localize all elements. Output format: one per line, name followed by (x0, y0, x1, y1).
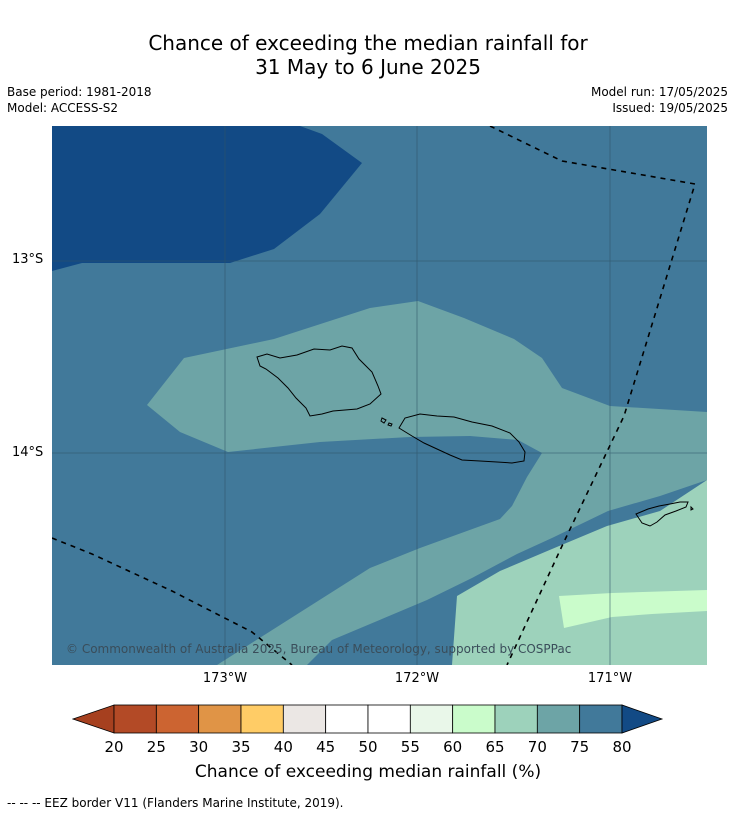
colorbar-tick-60: 60 (443, 738, 463, 756)
map-title-line-2: 31 May to 6 June 2025 (255, 55, 481, 79)
colorbar-tick-55: 55 (400, 738, 420, 756)
map-canvas (52, 126, 707, 665)
colorbar-bin-40-45 (282, 704, 327, 734)
region-60-65 (452, 480, 707, 665)
colorbar-tick-35: 35 (231, 738, 251, 756)
lon-label-172w: 172°W (394, 671, 440, 686)
small-islet-2 (387, 422, 393, 427)
colorbar-bin-25-30 (155, 704, 200, 734)
colorbar-bin-55-60 (409, 704, 454, 734)
colorbar-bin-65-70 (494, 704, 538, 734)
map-title-line-1: Chance of exceeding the median rainfall … (148, 31, 588, 55)
region-75-80 (52, 126, 362, 271)
colorbar-bin-45-50 (325, 704, 369, 734)
savaii-island (256, 345, 382, 417)
copyright-notice: © Commonwealth of Australia 2025, Bureau… (66, 642, 572, 656)
colorbar-extend-low (72, 704, 115, 734)
colorbar-bin-70-75 (536, 704, 581, 734)
colorbar-bin-20-25 (113, 704, 157, 734)
issued-date: Issued: 19/05/2025 (612, 101, 728, 115)
graticule (52, 126, 707, 665)
colorbar-bin-75-80 (579, 704, 623, 734)
colorbar-tick-75: 75 (570, 738, 590, 756)
colorbar-tick-30: 30 (189, 738, 209, 756)
region-65-70-central (147, 301, 707, 665)
colorbar (72, 704, 664, 734)
base-period: Base period: 1981-2018 (7, 85, 152, 99)
lon-label-171w: 171°W (587, 671, 633, 686)
colorbar-bin-60-65 (452, 704, 496, 734)
model-name: Model: ACCESS-S2 (7, 101, 119, 115)
colorbar-tick-25: 25 (146, 738, 166, 756)
aunuu-islet (690, 505, 694, 511)
colorbar-bin-35-40 (240, 704, 284, 734)
colorbar-bin-50-55 (367, 704, 411, 734)
region-55-60 (559, 590, 707, 628)
tutuila-island (635, 501, 689, 527)
eez-footnote: -- -- -- EEZ border V11 (Flanders Marine… (7, 796, 344, 810)
lat-label-14s: 14°S (12, 445, 44, 460)
lat-label-13s: 13°S (12, 252, 44, 267)
rainfall-map (52, 126, 707, 665)
colorbar-label: Chance of exceeding median rainfall (%) (194, 762, 542, 782)
colorbar-tick-80: 80 (612, 738, 632, 756)
coastlines (256, 345, 694, 527)
colorbar-tick-65: 65 (485, 738, 505, 756)
lon-label-173w: 173°W (202, 671, 248, 686)
eez-border (52, 126, 697, 665)
small-islet (380, 417, 387, 424)
colorbar-segments (72, 704, 664, 734)
upolu-island (398, 413, 526, 464)
colorbar-tick-40: 40 (273, 738, 293, 756)
colorbar-tick-70: 70 (527, 738, 547, 756)
colorbar-bin-30-35 (198, 704, 242, 734)
model-run-date: Model run: 17/05/2025 (590, 85, 728, 99)
colorbar-extend-high (621, 704, 664, 734)
colorbar-tick-20: 20 (104, 738, 124, 756)
colorbar-tick-50: 50 (358, 738, 378, 756)
colorbar-tick-45: 45 (316, 738, 336, 756)
